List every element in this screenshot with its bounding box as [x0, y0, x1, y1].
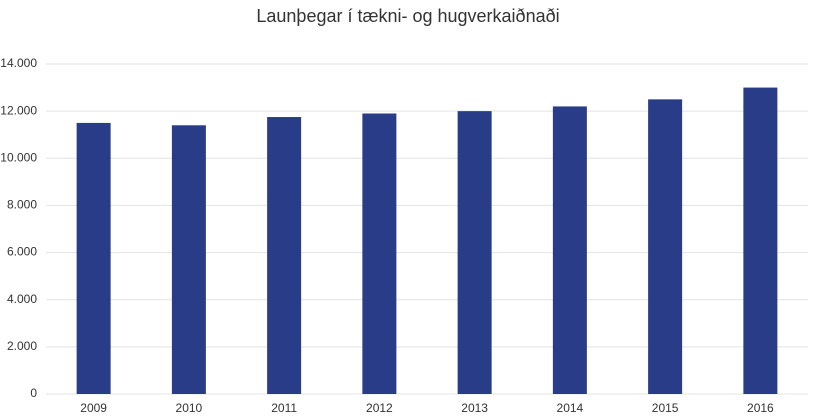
chart-title: Launþegar í tækni- og hugverkaiðnaði [256, 6, 559, 26]
x-tick-label: 2015 [652, 401, 679, 415]
y-tick-label: 0 [30, 386, 37, 400]
x-tick-label: 2010 [176, 401, 203, 415]
x-tick-label: 2013 [461, 401, 488, 415]
bar [743, 87, 778, 395]
bar [457, 111, 492, 395]
bar [76, 122, 111, 394]
y-tick-label: 10.000 [0, 150, 37, 164]
y-tick-label: 14.000 [0, 56, 37, 70]
x-tick-label: 2016 [747, 401, 774, 415]
y-tick-label: 12.000 [0, 103, 37, 117]
bar [362, 113, 397, 394]
bar [552, 106, 587, 394]
y-tick-label: 6.000 [7, 245, 37, 259]
y-tick-label: 2.000 [7, 339, 37, 353]
x-tick-label: 2014 [557, 401, 584, 415]
x-tick-label: 2012 [366, 401, 393, 415]
bar [648, 99, 683, 394]
y-tick-label: 4.000 [7, 292, 37, 306]
bar [267, 117, 302, 395]
y-tick-label: 8.000 [7, 198, 37, 212]
bar [171, 125, 206, 395]
x-tick-label: 2009 [80, 401, 107, 415]
x-tick-label: 2011 [271, 401, 297, 415]
